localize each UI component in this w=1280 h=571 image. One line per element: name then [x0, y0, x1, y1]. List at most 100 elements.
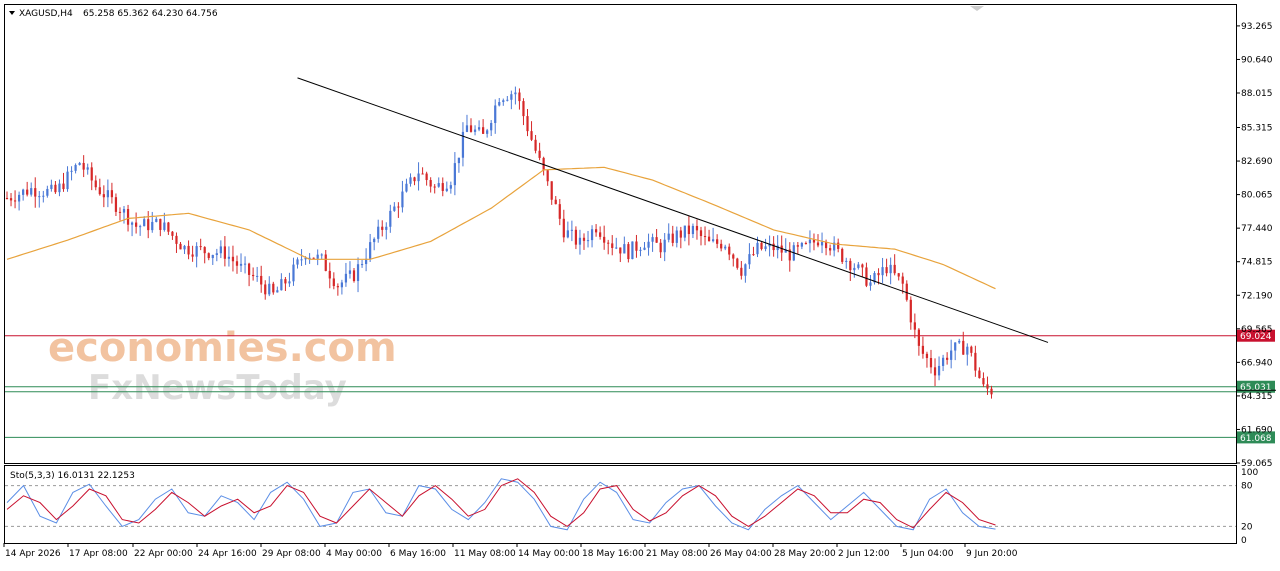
- candle-body: [679, 230, 682, 238]
- candle-body: [518, 92, 521, 102]
- y-tick-label: 59.065: [1241, 459, 1273, 469]
- stochastic-y-label: 100: [1241, 468, 1258, 478]
- candle-body: [477, 127, 481, 130]
- y-tick-label: 90.640: [1241, 55, 1273, 65]
- candle-body: [288, 281, 291, 284]
- x-tick-label: 5 Jun 04:00: [902, 549, 954, 559]
- candle-body: [510, 94, 513, 100]
- candle-body: [320, 254, 323, 256]
- level-label: 65.031: [1240, 383, 1272, 393]
- candle-body: [191, 254, 194, 257]
- x-tick-label: 4 May 00:00: [326, 549, 382, 559]
- candle-body: [506, 99, 509, 101]
- candle-body: [703, 236, 707, 238]
- candle-body: [78, 162, 81, 165]
- candle-body: [86, 167, 89, 170]
- candle-body: [615, 247, 618, 249]
- candle-body: [812, 239, 816, 243]
- trend-line[interactable]: [297, 77, 1049, 343]
- x-tick-label: 24 Apr 16:00: [198, 549, 257, 559]
- candle-body: [542, 157, 545, 171]
- y-tick-label: 72.190: [1241, 291, 1273, 301]
- candle-body: [623, 244, 626, 254]
- candle-body: [397, 206, 400, 208]
- candle-body: [30, 188, 33, 195]
- candle-body: [26, 189, 29, 195]
- candle-body: [627, 244, 630, 260]
- candle-body: [833, 242, 836, 251]
- candle-body: [909, 299, 912, 323]
- candle-body: [369, 242, 372, 259]
- candle-body: [175, 235, 178, 244]
- candle-body: [639, 249, 642, 251]
- candle-body: [243, 263, 247, 265]
- candle-body: [929, 358, 933, 368]
- candle-body: [102, 194, 105, 198]
- candle-body: [897, 273, 900, 277]
- candle-body: [199, 246, 202, 248]
- candle-body: [824, 241, 828, 249]
- candle-body: [304, 258, 307, 260]
- x-tick-label: 17 Apr 08:00: [69, 549, 128, 559]
- candle-body: [163, 222, 166, 230]
- candle-body: [235, 261, 239, 266]
- candle-body: [558, 204, 561, 219]
- candle-body: [841, 248, 844, 262]
- y-tick-label: 80.065: [1241, 191, 1273, 201]
- candle-body: [740, 267, 743, 276]
- candle-body: [449, 185, 452, 189]
- candle-body: [865, 267, 868, 286]
- candle-body: [736, 258, 739, 268]
- candle-body: [800, 243, 803, 247]
- y-tick-label: 69.565: [1241, 325, 1273, 335]
- candle-body: [784, 249, 787, 253]
- candle-body: [582, 237, 586, 241]
- candle-body: [958, 340, 961, 343]
- candle-body: [635, 241, 638, 251]
- candle-body: [986, 384, 989, 389]
- moving-average-line: [6, 166, 996, 290]
- candle-body: [227, 256, 231, 259]
- candle-body: [348, 270, 352, 274]
- candle-body: [594, 229, 598, 233]
- candle-body: [574, 229, 578, 245]
- candle-body: [58, 183, 61, 193]
- candle-body: [885, 267, 888, 274]
- stochastic-series-line: [6, 478, 996, 531]
- candle-body: [461, 131, 465, 158]
- candle-body: [486, 130, 489, 134]
- y-tick-label: 82.690: [1241, 157, 1273, 167]
- candle-body: [264, 284, 267, 295]
- candle-body: [853, 267, 856, 271]
- candle-body: [385, 226, 388, 230]
- candle-body: [752, 254, 755, 256]
- candle-body: [538, 150, 541, 158]
- candle-body: [526, 116, 529, 132]
- candle-body: [619, 247, 622, 254]
- dropdown-arrow-icon[interactable]: [9, 11, 15, 15]
- candle-body: [13, 200, 17, 202]
- x-tick-label: 14 May 00:00: [518, 549, 580, 559]
- candle-body: [494, 105, 497, 123]
- candle-body: [599, 232, 602, 237]
- candle-body: [663, 239, 666, 253]
- candle-body: [453, 163, 456, 186]
- x-tick-label: 14 Apr 2026: [5, 549, 61, 559]
- candle-body: [34, 188, 37, 197]
- candle-body: [352, 270, 356, 282]
- candle-body: [829, 248, 832, 251]
- candle-body: [276, 290, 279, 293]
- candle-body: [54, 184, 57, 193]
- candle-body: [982, 378, 985, 385]
- candle-body: [707, 236, 711, 242]
- candle-body: [780, 245, 783, 253]
- candle-body: [118, 211, 122, 213]
- candle-body: [268, 283, 271, 295]
- candle-body: [820, 241, 824, 246]
- candle-body: [562, 218, 565, 238]
- candle-body: [950, 350, 953, 360]
- candle-body: [586, 240, 590, 242]
- scroll-marker-icon[interactable]: [970, 6, 984, 11]
- candle-body: [651, 237, 654, 242]
- candle-body: [776, 245, 779, 251]
